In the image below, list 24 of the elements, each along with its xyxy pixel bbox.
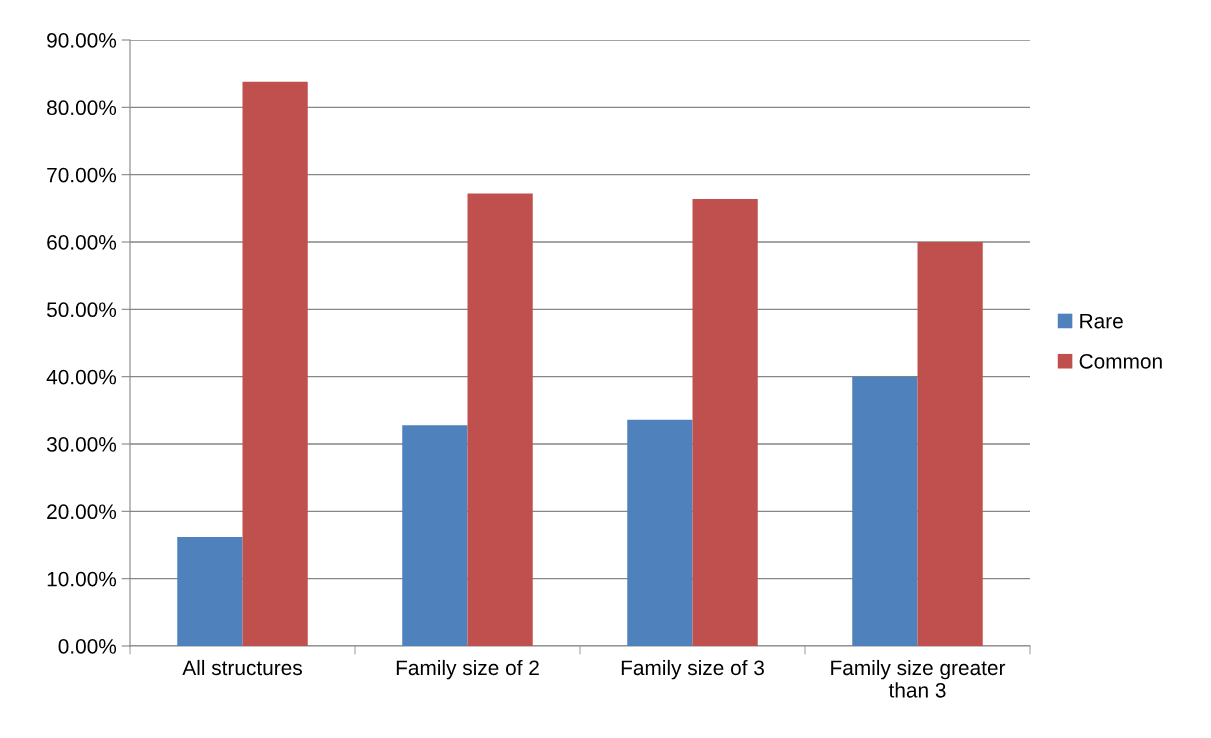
bar	[917, 242, 983, 646]
x-tick-label: Family size of 3	[621, 659, 764, 680]
x-tick-label: All structures	[182, 659, 302, 676]
x-tick-label: Family size of 2	[396, 659, 539, 680]
y-tick-label: 70.00%	[47, 167, 117, 183]
legend-label: Rare	[1080, 313, 1123, 329]
bar	[467, 193, 533, 646]
y-tick-label: 40.00%	[46, 369, 117, 385]
x-tick-label: Family size greater than 3	[831, 659, 1006, 698]
legend-label: Common	[1079, 353, 1162, 369]
y-tick-label: 20.00%	[47, 504, 117, 520]
bar	[242, 81, 308, 646]
bar	[177, 536, 243, 646]
y-tick-label: 80.00%	[47, 100, 117, 116]
bar	[402, 425, 468, 646]
y-tick-label: 50.00%	[46, 302, 117, 318]
y-tick-label: 90.00%	[47, 33, 117, 48]
y-tick-label: 10.00%	[47, 571, 117, 587]
y-tick-label: 60.00%	[47, 235, 117, 250]
bar	[627, 419, 693, 646]
y-tick-label: 30.00%	[46, 437, 117, 452]
bar	[852, 376, 918, 646]
y-tick-label: 0.00%	[58, 639, 117, 654]
bar	[692, 198, 758, 646]
